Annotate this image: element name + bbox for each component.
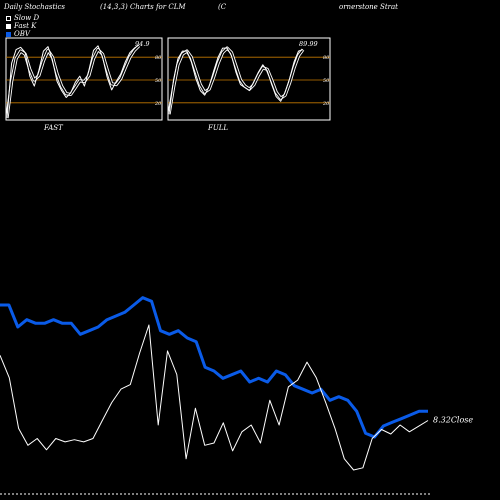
level-label: 50: [323, 78, 330, 84]
chart-type-label: Daily Stochastics: [4, 3, 66, 11]
panel-frame-full: [167, 37, 331, 121]
last-value-label: 89.99: [299, 40, 318, 48]
obv-line: [0, 296, 428, 439]
close-price-line: [0, 324, 429, 471]
fast-k-line: [6, 44, 140, 119]
panel-title-fast: FAST: [43, 124, 64, 132]
legend-item-slow-d: Slow D: [6, 14, 39, 22]
slow-d-line: [6, 45, 140, 119]
fast-k-line: [168, 47, 304, 115]
slow-d-line: [168, 47, 304, 115]
level-label: 20: [154, 101, 162, 107]
slow-d-swatch: [6, 15, 11, 21]
legend: Slow D Fast K OBV: [6, 14, 39, 38]
fast-k-swatch: [6, 23, 11, 29]
legend-label: OBV: [14, 30, 30, 38]
close-label: 8.32Close: [433, 416, 473, 425]
level-label: 50: [155, 78, 162, 84]
company-prefix-label: (C: [218, 3, 227, 11]
level-label: 20: [322, 101, 330, 107]
obv-swatch: [6, 31, 11, 37]
last-value-label: 94.9: [135, 40, 149, 48]
panel-title-full: FULL: [207, 124, 228, 132]
level-label: 80: [155, 55, 162, 61]
chart-params-label: (14,3,3) Charts for CLM: [100, 3, 186, 11]
legend-label: Slow D: [14, 14, 40, 22]
legend-label: Fast K: [14, 22, 37, 30]
panel-frame-fast: [5, 37, 163, 121]
level-label: 80: [323, 55, 330, 61]
legend-item-fast-k: Fast K: [6, 22, 39, 30]
company-name-label: ornerstone Strat: [339, 3, 398, 11]
legend-item-obv: OBV: [6, 30, 39, 38]
